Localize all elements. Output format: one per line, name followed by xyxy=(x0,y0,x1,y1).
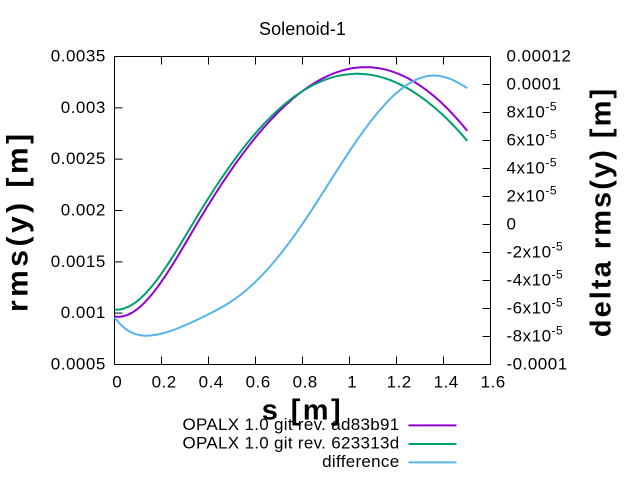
svg-text:difference: difference xyxy=(322,452,399,471)
svg-text:delta rms(y) [m]: delta rms(y) [m] xyxy=(586,87,618,337)
svg-text:0.0025: 0.0025 xyxy=(51,149,106,168)
svg-text:rms(y) [m]: rms(y) [m] xyxy=(2,130,35,312)
svg-text:4x10-5: 4x10-5 xyxy=(507,156,558,178)
svg-text:0.6: 0.6 xyxy=(246,372,271,391)
svg-text:0: 0 xyxy=(507,215,517,234)
svg-text:0.0035: 0.0035 xyxy=(51,47,106,66)
svg-text:1: 1 xyxy=(347,372,357,391)
svg-text:OPALX 1.0 git rev. 623313d: OPALX 1.0 git rev. 623313d xyxy=(183,434,400,453)
svg-text:0.002: 0.002 xyxy=(61,201,106,220)
svg-text:OPALX 1.0 git rev. ad83b91: OPALX 1.0 git rev. ad83b91 xyxy=(183,415,400,434)
svg-text:-8x10-5: -8x10-5 xyxy=(507,324,564,346)
svg-text:6x10-5: 6x10-5 xyxy=(507,128,558,150)
svg-text:1.6: 1.6 xyxy=(481,372,506,391)
svg-text:-4x10-5: -4x10-5 xyxy=(507,268,564,290)
svg-text:s [m]: s [m] xyxy=(262,395,343,427)
svg-text:-0.0001: -0.0001 xyxy=(507,355,568,374)
svg-text:1.4: 1.4 xyxy=(434,372,459,391)
svg-text:0.0015: 0.0015 xyxy=(51,252,106,271)
svg-text:0.8: 0.8 xyxy=(293,372,318,391)
svg-text:Solenoid-1: Solenoid-1 xyxy=(259,19,346,39)
svg-text:2x10-5: 2x10-5 xyxy=(507,184,558,206)
svg-text:8x10-5: 8x10-5 xyxy=(507,100,558,122)
svg-text:0: 0 xyxy=(112,372,122,391)
svg-text:0.4: 0.4 xyxy=(199,372,224,391)
svg-text:0.0001: 0.0001 xyxy=(507,75,562,94)
svg-text:0.003: 0.003 xyxy=(61,98,106,117)
svg-text:0.001: 0.001 xyxy=(61,303,106,322)
svg-text:0.0005: 0.0005 xyxy=(51,355,106,374)
svg-text:1.2: 1.2 xyxy=(387,372,412,391)
svg-text:-2x10-5: -2x10-5 xyxy=(507,240,564,262)
svg-text:0.00012: 0.00012 xyxy=(507,47,572,66)
svg-text:-6x10-5: -6x10-5 xyxy=(507,296,564,318)
svg-text:0.2: 0.2 xyxy=(152,372,177,391)
